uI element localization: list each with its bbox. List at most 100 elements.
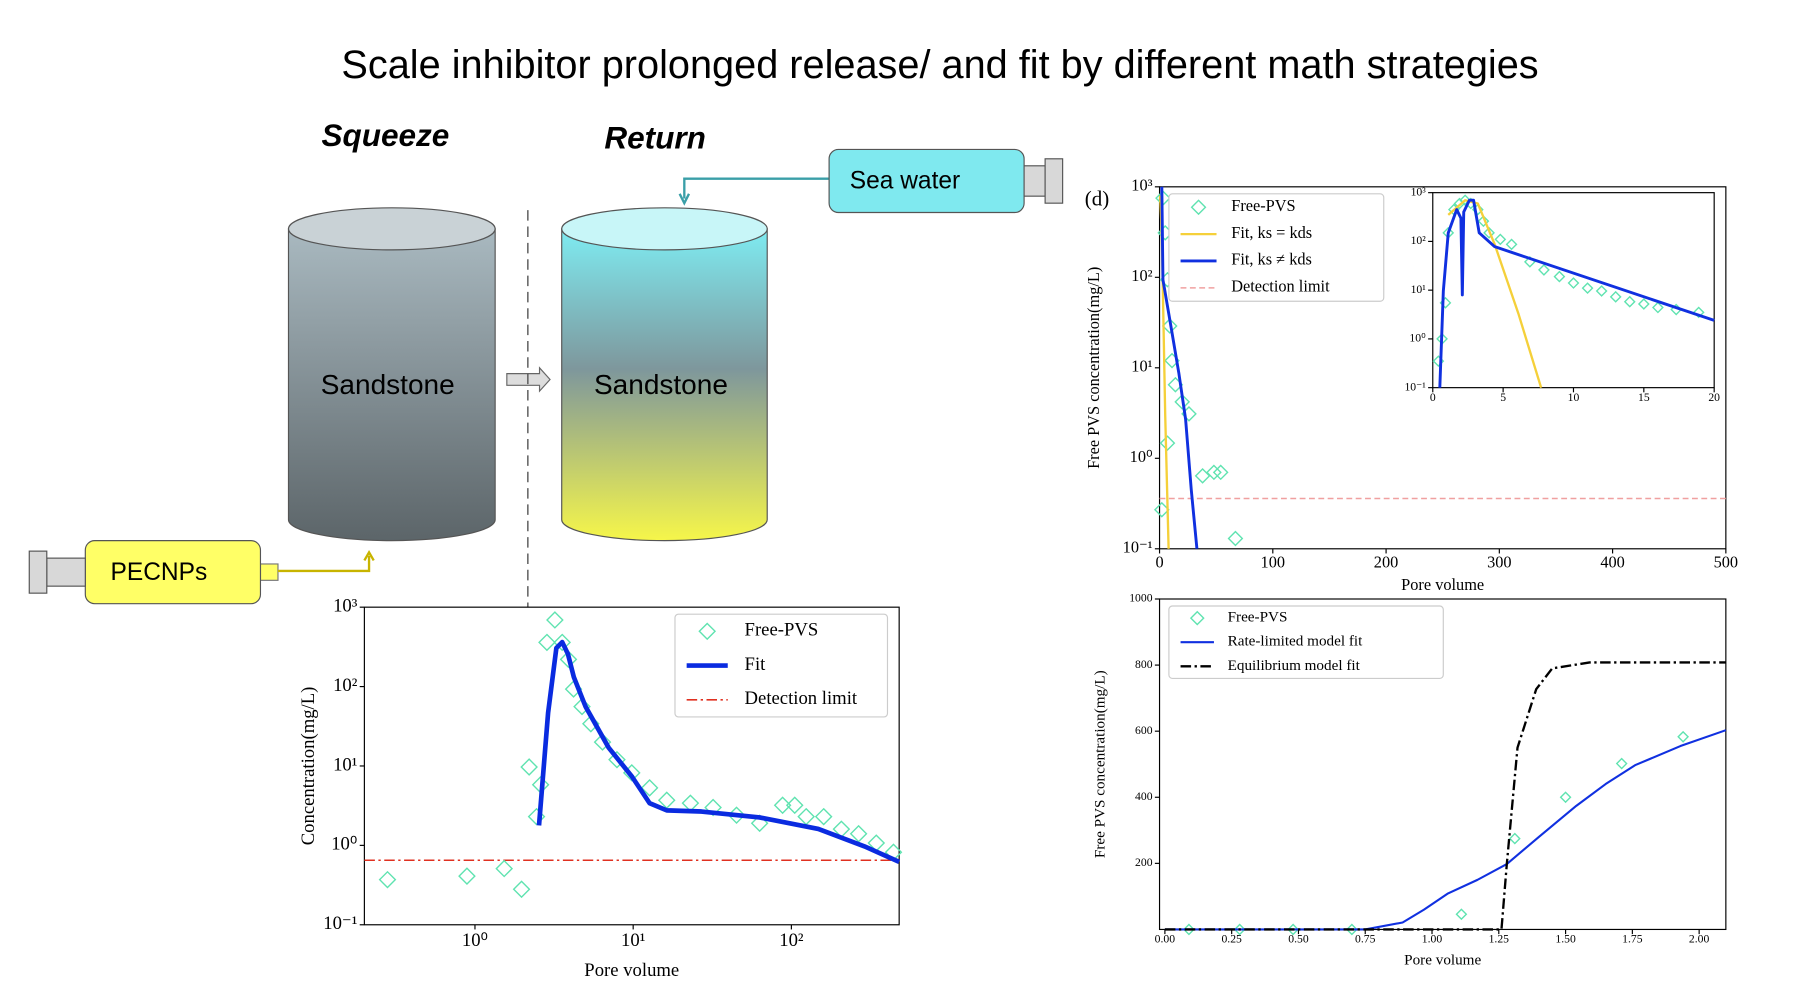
y-tick-label: 200	[1135, 856, 1153, 869]
syringe-plunger	[46, 557, 86, 587]
x-axis-label: Pore volume	[584, 960, 679, 981]
y-tick-label: 10²	[1411, 234, 1427, 247]
data-point	[458, 867, 476, 885]
squeeze-label: Squeeze	[321, 117, 449, 153]
x-tick-label: 10⁰	[462, 930, 488, 951]
legend-label: Detection limit	[1231, 277, 1330, 296]
data-point	[1508, 832, 1521, 845]
y-axis-label: Free PVS concentration(mg/L)	[1084, 267, 1103, 469]
data-point	[1206, 464, 1222, 481]
y-tick-label: 800	[1135, 658, 1153, 671]
y-axis-label: Concentration(mg/L)	[298, 687, 319, 846]
data-point	[1505, 238, 1518, 251]
series-line	[1438, 198, 1715, 388]
cylinder-body	[561, 228, 768, 542]
data-point	[1581, 282, 1594, 295]
x-tick-label: 0	[1155, 552, 1163, 571]
syringe-tip	[259, 563, 279, 581]
legend-label: Fit	[745, 654, 767, 675]
x-tick-label: 0	[1430, 391, 1436, 404]
cylinder-body	[287, 228, 496, 542]
return-label: Return	[604, 119, 706, 155]
y-tick-label: 10³	[1411, 185, 1427, 198]
data-point	[1183, 923, 1195, 936]
plot-frame	[1432, 192, 1715, 389]
data-point	[1159, 435, 1176, 452]
data-point	[593, 733, 612, 751]
data-point	[1345, 923, 1358, 936]
panel-label: (d)	[1085, 187, 1110, 211]
x-tick-label: 200	[1374, 552, 1399, 571]
x-tick-label: 10	[1568, 391, 1580, 404]
data-point	[1494, 233, 1507, 246]
data-point	[1459, 194, 1472, 207]
syringe-plunger	[1023, 165, 1046, 197]
y-tick-label: 10²	[1131, 266, 1152, 285]
x-tick-label: 0.75	[1355, 933, 1376, 946]
x-tick-label: 5	[1500, 391, 1506, 404]
legend-label: Free-PVS	[1231, 196, 1295, 215]
legend-label: Fit, ks ≠ kds	[1231, 250, 1312, 269]
data-point	[1227, 530, 1244, 547]
data-point	[704, 798, 722, 817]
y-tick-label: 10⁻¹	[1123, 538, 1153, 557]
cylinder-top	[287, 207, 496, 251]
y-axis-label: Free PVS concentration(mg/L)	[1092, 670, 1109, 858]
data-point	[814, 807, 833, 826]
data-point	[640, 779, 659, 797]
x-tick-label: 0.50	[1288, 933, 1309, 946]
data-point	[1477, 215, 1490, 228]
data-point	[1567, 277, 1580, 289]
data-point	[1609, 290, 1622, 303]
series-line	[1447, 199, 1543, 389]
data-point	[1538, 264, 1550, 276]
data-point	[512, 880, 531, 899]
data-point	[573, 697, 591, 716]
x-tick-label: 1.50	[1555, 933, 1576, 946]
series-line	[1160, 186, 1199, 549]
data-point	[538, 633, 556, 652]
data-point	[1194, 467, 1211, 484]
rock-label: Sandstone	[594, 369, 728, 400]
tube	[678, 177, 830, 206]
data-point	[1615, 757, 1628, 770]
legend-marker	[1190, 199, 1207, 216]
data-point	[1692, 306, 1705, 319]
series-line	[1164, 661, 1726, 931]
data-point	[1559, 791, 1572, 804]
y-tick-label: 10⁰	[1409, 332, 1426, 345]
x-tick-label: 20	[1708, 391, 1720, 404]
data-point	[1623, 295, 1636, 308]
syringe-plunger	[28, 550, 48, 594]
x-tick-label: 1.00	[1422, 933, 1443, 946]
data-point	[1212, 464, 1229, 481]
data-point	[1553, 270, 1566, 283]
legend-label: Detection limit	[745, 688, 858, 709]
x-tick-label: 0.25	[1221, 933, 1242, 946]
data-point	[849, 824, 868, 843]
legend-box	[674, 613, 889, 718]
y-tick-label: 10¹	[1411, 283, 1427, 296]
y-tick-label: 400	[1135, 790, 1153, 803]
data-point	[546, 611, 564, 629]
x-tick-label: 100	[1261, 552, 1286, 571]
x-tick-label: 400	[1600, 552, 1625, 571]
data-point	[378, 870, 397, 889]
data-point	[495, 859, 514, 878]
data-point	[1174, 394, 1191, 410]
data-point	[773, 796, 792, 815]
data-point	[608, 750, 626, 769]
data-point	[559, 650, 578, 669]
series-line	[536, 639, 901, 864]
x-tick-label: 300	[1487, 552, 1512, 571]
data-point	[1287, 923, 1300, 936]
y-tick-label: 10²	[333, 675, 358, 696]
x-tick-label: 10²	[779, 930, 804, 951]
x-tick-label: 500	[1714, 552, 1738, 571]
data-point	[1153, 501, 1170, 518]
x-axis-label: Pore volume	[1401, 575, 1484, 594]
legend-label: Equilibrium model fit	[1228, 657, 1361, 674]
data-point	[1455, 908, 1468, 921]
legend-label: Free-PVS	[745, 620, 819, 641]
